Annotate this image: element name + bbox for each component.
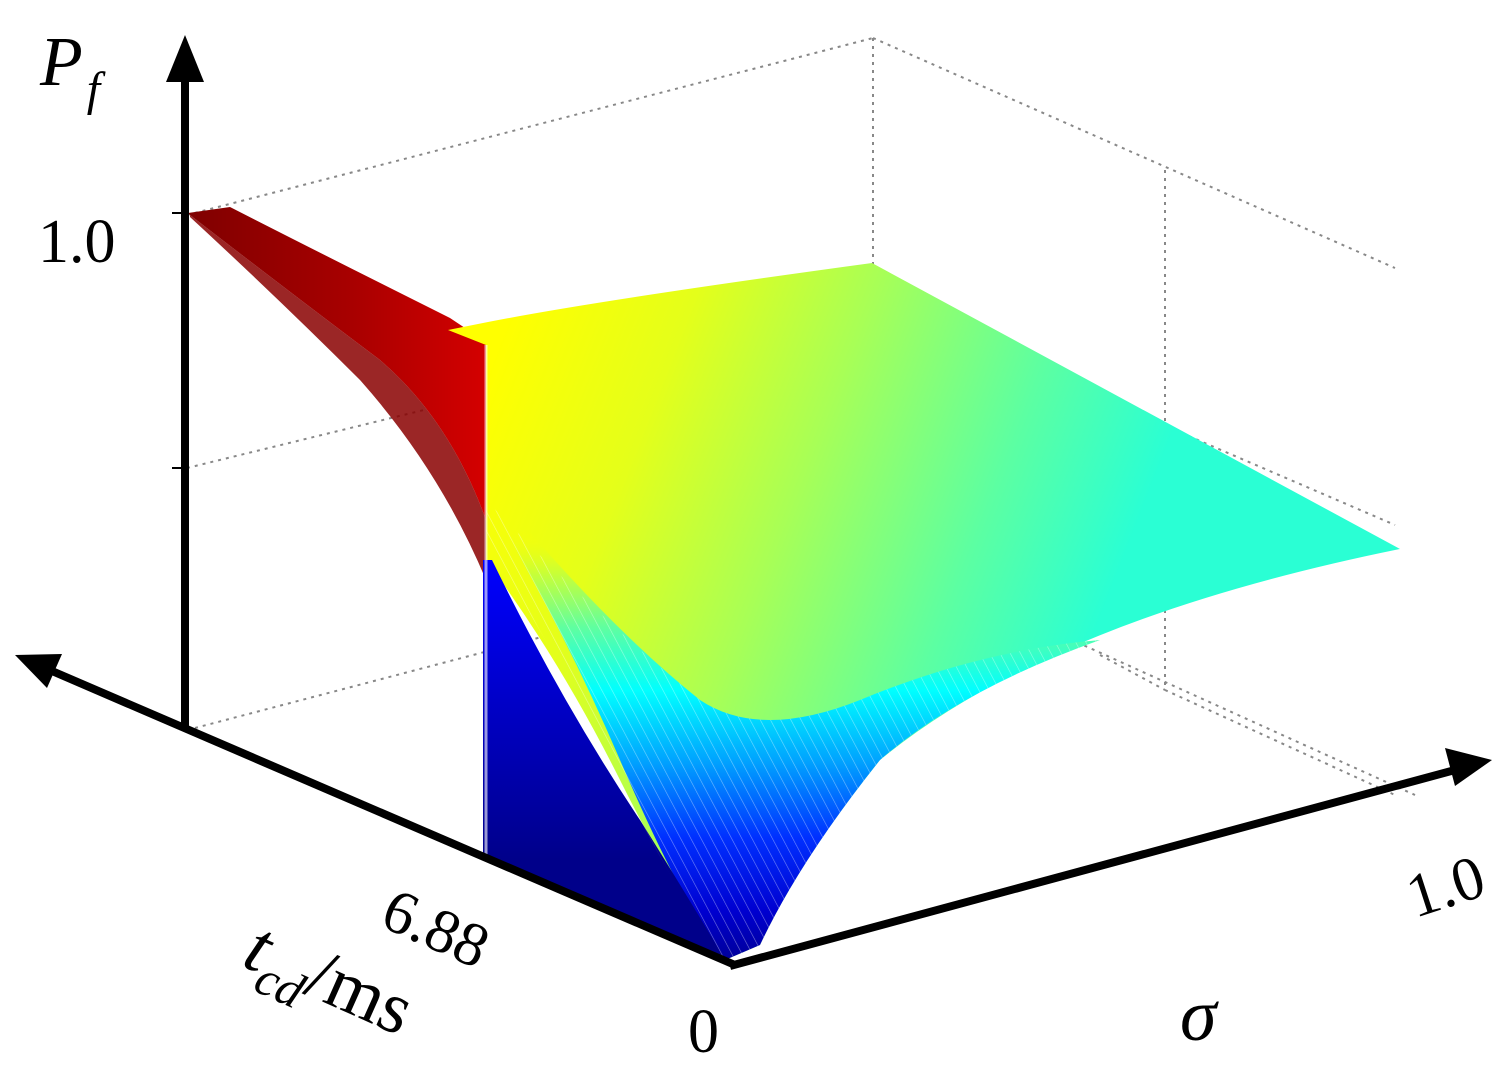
y-axis-line [728, 766, 1457, 970]
grid-line [872, 37, 1396, 269]
grid-line [872, 549, 1416, 796]
y-axis-label: σ [1180, 975, 1219, 1057]
axes [43, 75, 1457, 970]
z-axis-subscript: f [87, 63, 106, 116]
origin-label: 0 [688, 998, 719, 1066]
grid-line [1164, 689, 1396, 796]
surface-mesh [486, 500, 1100, 960]
ticks [172, 212, 188, 469]
grid-line [186, 37, 874, 216]
z-tick-label: 1.0 [38, 208, 116, 276]
z-axis-label: Pf [39, 24, 106, 116]
x-axis-arrowhead [15, 654, 62, 688]
y-axis-arrowhead [1445, 748, 1492, 786]
surface-red-region [188, 207, 486, 520]
y-tick-label: 1.0 [1398, 843, 1493, 932]
x-axis-line [43, 664, 737, 969]
z-axis-arrowhead [166, 35, 204, 82]
surface [188, 207, 1400, 960]
z-axis-symbol: P [39, 24, 83, 101]
axis-arrowheads [15, 35, 1492, 786]
grid-line [1099, 654, 1166, 691]
grid-line [872, 299, 1396, 526]
